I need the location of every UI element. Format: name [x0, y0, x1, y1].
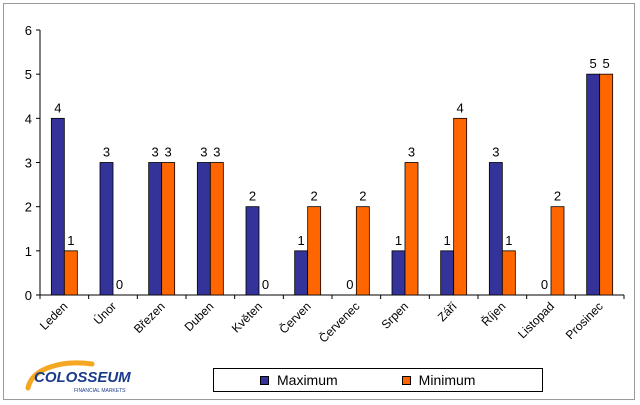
- x-tick-label: Leden: [37, 299, 70, 332]
- data-label-maximum: 4: [54, 100, 61, 115]
- logo-tagline: FINANCIAL MARKETS: [74, 388, 126, 394]
- bar-maximum: [99, 162, 114, 296]
- data-label-maximum: 3: [200, 145, 207, 160]
- bar-minimum: [599, 73, 614, 296]
- logo-name: COLOSSEUM: [34, 369, 131, 386]
- data-label-minimum: 0: [116, 277, 123, 292]
- bar-minimum: [550, 206, 565, 296]
- data-label-maximum: 1: [444, 233, 451, 248]
- data-label-minimum: 5: [603, 56, 610, 71]
- bar-maximum: [586, 73, 601, 296]
- data-label-maximum: 3: [492, 145, 499, 160]
- x-tick-label: Září: [435, 299, 460, 324]
- bar-maximum: [50, 117, 65, 296]
- data-label-maximum: 2: [249, 189, 256, 204]
- legend-item-maximum: Maximum: [260, 372, 338, 388]
- bar-minimum: [355, 206, 370, 296]
- x-tick-label: Prosinec: [563, 299, 606, 342]
- data-label-maximum: 1: [395, 233, 402, 248]
- x-tick-label: Březen: [131, 299, 168, 336]
- x-tick-label: Listopad: [515, 299, 557, 341]
- y-tick-label: 5: [25, 67, 32, 82]
- bar-maximum: [294, 250, 309, 296]
- data-label-maximum: 3: [103, 145, 110, 160]
- data-label-minimum: 0: [262, 277, 269, 292]
- y-tick-label: 4: [25, 111, 32, 126]
- x-tick-label: Duben: [182, 299, 217, 334]
- data-label-minimum: 1: [67, 233, 74, 248]
- bar-maximum: [440, 250, 455, 296]
- data-label-minimum: 3: [213, 145, 220, 160]
- x-tick-label: Říjen: [478, 299, 508, 329]
- data-label-minimum: 3: [165, 145, 172, 160]
- data-label-maximum: 3: [152, 145, 159, 160]
- data-label-maximum: 0: [541, 277, 548, 292]
- data-label-minimum: 2: [311, 189, 318, 204]
- data-label-minimum: 1: [505, 233, 512, 248]
- y-tick-label: 6: [25, 23, 32, 38]
- bar-maximum: [148, 162, 163, 296]
- x-tick-label: Červen: [276, 299, 314, 337]
- legend-label-maximum: Maximum: [277, 372, 338, 388]
- bar-minimum: [209, 162, 224, 296]
- data-label-minimum: 2: [359, 189, 366, 204]
- x-tick-label: Srpen: [379, 299, 412, 332]
- bar-maximum: [196, 162, 211, 296]
- bar-minimum: [453, 117, 468, 296]
- chart-legend: Maximum Minimum: [213, 368, 543, 392]
- legend-swatch-maximum: [260, 375, 269, 385]
- bar-minimum: [63, 250, 78, 296]
- chart-frame: 0 1 2 3 4 5 6 4 1 Leden 3 0 Únor 3 3 Březen 3 3 Duben 2 0 Kvě…: [3, 3, 635, 400]
- legend-item-minimum: Minimum: [401, 372, 476, 388]
- data-label-maximum: 1: [298, 233, 305, 248]
- bar-minimum: [404, 162, 419, 296]
- x-tick-label: Květen: [229, 299, 265, 335]
- bar-minimum: [501, 250, 516, 296]
- data-label-minimum: 2: [554, 189, 561, 204]
- legend-label-minimum: Minimum: [418, 372, 476, 388]
- y-tick-label: 0: [25, 288, 32, 303]
- y-tick-label: 3: [25, 156, 32, 171]
- x-tick-label: Únor: [90, 299, 119, 328]
- bar-minimum: [307, 206, 322, 296]
- y-tick-label: 2: [25, 200, 32, 215]
- legend-swatch-minimum: [401, 375, 411, 385]
- y-tick-label: 1: [25, 244, 32, 259]
- data-label-maximum: 0: [346, 277, 353, 292]
- bar-maximum: [488, 162, 503, 296]
- colosseum-logo-graphic: COLOSSEUM FINANCIAL MARKETS: [25, 360, 131, 394]
- bar-maximum: [391, 250, 406, 296]
- colosseum-logo: COLOSSEUM FINANCIAL MARKETS: [22, 358, 182, 398]
- data-label-minimum: 3: [408, 145, 415, 160]
- x-tick-label: Červenec: [316, 299, 363, 346]
- data-label-minimum: 4: [457, 100, 464, 115]
- bar-minimum: [161, 162, 176, 296]
- bar-maximum: [245, 206, 260, 296]
- data-label-maximum: 5: [590, 56, 597, 71]
